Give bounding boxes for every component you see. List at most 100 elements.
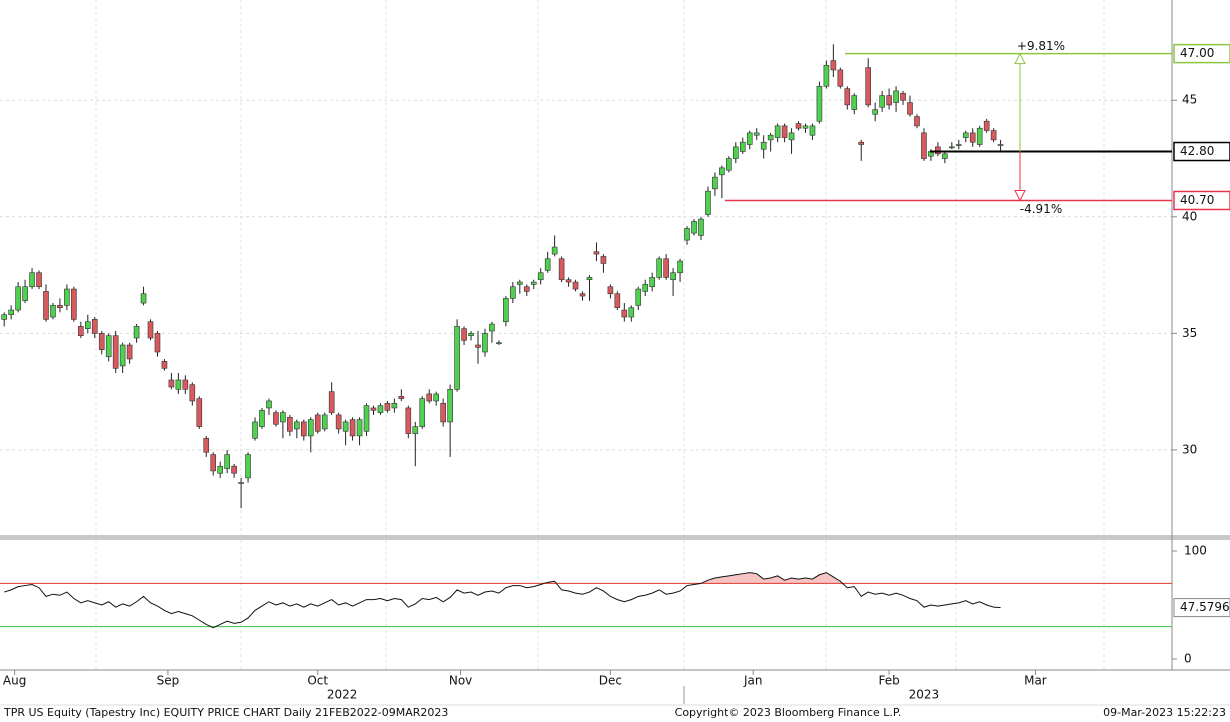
- y-tick-label: 35: [1182, 326, 1197, 340]
- candle-body: [907, 102, 913, 115]
- candle-body: [245, 454, 251, 479]
- x-tick-label: Dec: [599, 674, 622, 688]
- candle-body: [698, 218, 704, 236]
- candle-body: [823, 64, 830, 87]
- candle-body: [886, 95, 892, 106]
- candle-body: [405, 407, 412, 434]
- level-box: [1173, 141, 1230, 162]
- candle-body: [635, 288, 642, 306]
- candle-body: [133, 326, 140, 339]
- candle-body: [147, 321, 154, 339]
- candle-body: [419, 398, 426, 427]
- candle-body: [921, 132, 927, 159]
- candle-body: [537, 272, 544, 281]
- candle-body: [50, 305, 56, 318]
- candle-body: [363, 405, 370, 432]
- candle-body: [168, 379, 175, 388]
- candle-body: [795, 123, 802, 129]
- footer-left: TPR US Equity (Tapestry Inc) EQUITY PRIC…: [3, 706, 448, 719]
- footer-center: Copyright© 2023 Bloomberg Finance L.P.: [675, 706, 902, 719]
- x-tick-label: Feb: [878, 674, 899, 688]
- candle-body: [71, 288, 77, 320]
- footer-right: 09-Mar-2023 15:22:23: [1103, 706, 1226, 719]
- candle-body: [356, 419, 363, 437]
- annotation: -4.91%: [1020, 202, 1062, 216]
- last-value-label: 47.5796: [1180, 600, 1230, 614]
- candle-body: [517, 281, 523, 285]
- x-tick-label: Jan: [743, 674, 763, 688]
- candle-body: [314, 414, 321, 432]
- candle-body: [962, 132, 969, 138]
- candle-body: [377, 405, 384, 413]
- candle-body: [739, 141, 746, 152]
- candle-body: [809, 125, 816, 136]
- candle-body: [433, 393, 439, 402]
- candle-body: [969, 132, 976, 143]
- candle-body: [259, 409, 265, 427]
- candle-body: [489, 323, 495, 332]
- x-tick-label: Aug: [3, 674, 26, 688]
- candle-body: [252, 421, 258, 439]
- candle-body: [767, 134, 774, 141]
- candle-body: [231, 465, 237, 474]
- candle-body: [949, 146, 955, 149]
- candle-body: [705, 190, 711, 215]
- y-tick-label: 30: [1182, 442, 1197, 456]
- candle-body: [510, 286, 516, 299]
- candle-body: [955, 144, 962, 146]
- candle-body: [57, 305, 63, 309]
- panel-separator: [0, 535, 1230, 540]
- candle-body: [851, 95, 858, 110]
- candle-body: [119, 344, 126, 367]
- candle-body: [328, 391, 335, 413]
- candle-body: [642, 284, 649, 292]
- candle-body: [266, 400, 272, 409]
- candle-body: [22, 286, 28, 302]
- candle-body: [280, 412, 286, 423]
- candle-body: [663, 258, 669, 278]
- level-label: 47.00: [1180, 46, 1214, 60]
- year-label: 2023: [909, 688, 940, 702]
- level-label: 42.80: [1180, 144, 1214, 158]
- candle-body: [482, 333, 488, 353]
- candle-body: [733, 146, 739, 159]
- candle-body: [544, 258, 551, 271]
- candle-body: [36, 272, 42, 288]
- candle-body: [781, 125, 788, 138]
- candle-body: [15, 286, 21, 311]
- arrow-down-head: [1014, 189, 1026, 202]
- x-tick-label: Nov: [449, 674, 472, 688]
- grid: [0, 0, 1172, 670]
- candle-body: [301, 421, 307, 437]
- candle-body: [865, 67, 871, 106]
- candle-body: [503, 298, 509, 322]
- candle-body: [844, 88, 851, 106]
- candle-body: [753, 132, 760, 136]
- candle-body: [983, 120, 990, 131]
- candle-body: [447, 389, 453, 423]
- candle-body: [461, 328, 467, 341]
- candle-body: [105, 335, 112, 357]
- rsi-line: [4, 572, 1001, 629]
- candle-body: [440, 402, 446, 423]
- candle-body: [1, 314, 7, 320]
- candle-body: [997, 144, 1004, 146]
- candle-body: [600, 256, 607, 264]
- candle-body: [621, 309, 628, 318]
- candle-body: [307, 419, 314, 437]
- y-tick-label: 0: [1184, 651, 1192, 665]
- candle-body: [670, 272, 676, 281]
- candle-body: [628, 307, 635, 318]
- candle-body: [858, 141, 865, 145]
- candle-body: [712, 176, 718, 190]
- candle-body: [182, 379, 189, 390]
- candle-body: [614, 293, 621, 309]
- candle-body: [893, 90, 899, 103]
- candle-body: [586, 277, 593, 281]
- candle-body: [879, 95, 885, 108]
- candle-body: [496, 342, 502, 344]
- candle-body: [572, 281, 579, 290]
- candle-body: [593, 251, 600, 255]
- y-tick-label: 45: [1182, 93, 1197, 107]
